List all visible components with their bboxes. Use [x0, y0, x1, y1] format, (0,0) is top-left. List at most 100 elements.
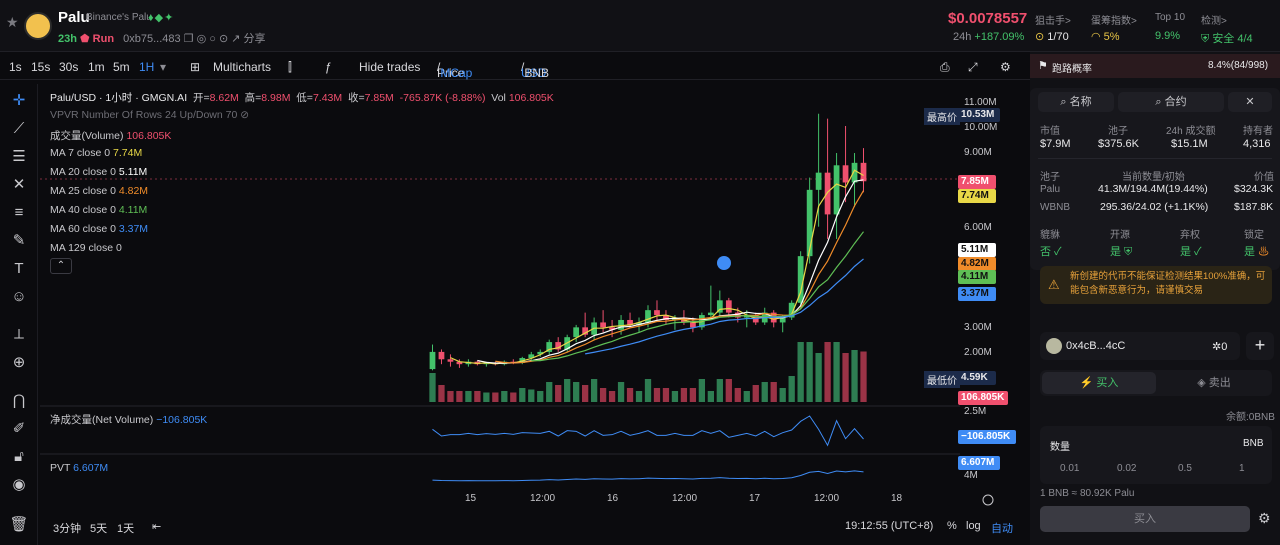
stat-snipers-label[interactable]: 狙击手> [1035, 16, 1071, 27]
check-honeypot-value: 否 ✓ [1040, 246, 1062, 258]
y-axis-tick: 9.00M [964, 147, 992, 158]
candle [555, 342, 562, 350]
interval-1m[interactable]: 1m [88, 60, 105, 74]
net-volume-legend: 净成交量(Net Volume) −106.805K [50, 414, 208, 426]
low-price-tag: 4.59K [958, 371, 996, 385]
camera-icon[interactable]: ⎙ [940, 60, 950, 74]
volume-bar [752, 385, 759, 402]
pattern-icon[interactable]: ✕ [12, 176, 26, 193]
range-3m[interactable]: 3分钟 [53, 523, 82, 535]
stat-rat-label[interactable]: 蛋筹指数> [1091, 16, 1137, 27]
clock-time[interactable]: 19:12:55 (UTC+8) [845, 520, 934, 532]
candle [851, 162, 858, 183]
tab-contract[interactable]: ⌕ 合约 [1118, 92, 1224, 112]
amount-option[interactable]: 0.02 [1117, 463, 1137, 474]
candle [690, 322, 696, 328]
emoji-icon[interactable]: ☺ [11, 288, 27, 305]
check-renounced-label: 弃权 [1180, 230, 1200, 241]
brush-icon[interactable]: ✎ [12, 232, 26, 249]
stat-rat-value: ◠ 5% [1091, 31, 1120, 43]
trendline-icon[interactable]: ⟋ [13, 120, 25, 137]
x-axis-tick: 12:00 [814, 493, 840, 504]
y-axis-tick: 2.00M [964, 347, 992, 358]
auto-toggle[interactable]: 自动 [991, 523, 1013, 535]
collapse-legend-button[interactable]: ⌃ [50, 258, 72, 274]
magnet-icon[interactable]: ⋂ [12, 392, 26, 409]
log-toggle[interactable]: log [966, 520, 981, 532]
candle [447, 359, 454, 362]
interval-1h[interactable]: 1H [139, 60, 155, 74]
range-1d[interactable]: 1天 [117, 523, 135, 535]
zoom-icon[interactable]: ⊕ [12, 354, 26, 371]
goto-realtime-icon [982, 494, 994, 506]
eye-icon[interactable]: ◉ [12, 476, 26, 493]
fib-icon[interactable]: ≡ [14, 204, 24, 221]
token-address[interactable]: 0xb75...483 [123, 33, 181, 45]
x-twitter-icon[interactable]: ✕ [1228, 92, 1272, 112]
candle [788, 302, 795, 318]
text-icon[interactable]: T [14, 260, 24, 277]
sell-tab[interactable]: ◈ 卖出 [1197, 377, 1231, 389]
vpvr-legend[interactable]: VPVR Number Of Rows 24 Up/Down 70 ⊘ [50, 109, 250, 121]
indicator-icon[interactable]: ƒ [325, 60, 332, 74]
percent-toggle[interactable]: % [947, 520, 957, 532]
settings-icon[interactable]: ⚙ [1000, 60, 1011, 74]
price-change: 24h +187.09% [953, 31, 1025, 43]
candlestick-chart[interactable] [40, 84, 1020, 514]
price-mcap-toggle[interactable]: Price / MCap [437, 60, 473, 80]
interval-30s[interactable]: 30s [59, 60, 79, 74]
price-chart[interactable] [40, 84, 1020, 514]
trash-icon[interactable]: 🗑︎ [9, 516, 29, 533]
interval-5m[interactable]: 5m [113, 60, 130, 74]
candle [815, 172, 822, 190]
lock-icon[interactable]: 🔓︎ [14, 448, 24, 465]
amount-option[interactable]: 1 [1239, 463, 1245, 474]
volume-bar [833, 342, 840, 402]
chevron-down-icon[interactable]: ▾ [160, 60, 167, 74]
ma60-tag: 3.37M [958, 287, 996, 301]
multicharts-icon[interactable]: ⊞ [190, 60, 201, 74]
share-button[interactable]: 分享 [243, 33, 266, 45]
goto-date-icon[interactable]: ⇤ [152, 521, 162, 533]
fullscreen-icon[interactable]: ⤢ [968, 60, 978, 74]
lock-drawing-icon[interactable]: ✐ [12, 420, 26, 437]
buy-button[interactable]: 买入 [1040, 506, 1250, 532]
wallet-selector[interactable]: 0x4cB...4cC ✲0 [1040, 332, 1240, 360]
pool-row-value: $187.8K [1234, 201, 1274, 213]
ruler-icon[interactable]: ⟂ [13, 326, 24, 343]
metric-holders-value: 4,316 [1243, 138, 1271, 150]
amount-input[interactable]: 数量 BNB 0.01 0.02 0.5 1 [1040, 426, 1272, 484]
trade-tabs: ⚡ 买入 ◈ 卖出 [1040, 370, 1272, 396]
interval-1s[interactable]: 1s [9, 60, 22, 74]
multicharts-button[interactable]: Multicharts [213, 60, 272, 74]
volume-bar [797, 342, 804, 402]
volume-bar [851, 350, 858, 402]
volume-legend: 成交量(Volume) 106.805K [50, 130, 172, 142]
favorite-star-icon[interactable]: ★ [6, 14, 19, 30]
rug-label: 跑路概率 [1052, 64, 1092, 75]
tab-name[interactable]: ⌕ 名称 [1038, 92, 1114, 112]
pvt-line [432, 470, 864, 482]
interval-15s[interactable]: 15s [31, 60, 51, 74]
hide-trades-button[interactable]: Hide trades [359, 60, 421, 74]
copy-icon[interactable]: ❐ ◎ ○ ⊙ ↗ [183, 33, 244, 45]
rug-probability-bar[interactable]: ⚑ 跑路概率 8.4%(84/998) [1030, 54, 1280, 78]
buy-tab[interactable]: ⚡ 买入 [1042, 372, 1156, 394]
candle-type-icon[interactable]: ⫿ [288, 60, 292, 74]
stat-check-label[interactable]: 检测> [1201, 16, 1227, 27]
ma-legend-item: MA 60 close 0 3.37M [50, 223, 149, 235]
amount-option[interactable]: 0.01 [1060, 463, 1080, 474]
volume-bar [860, 351, 867, 402]
amount-option[interactable]: 0.5 [1178, 463, 1192, 474]
candle [654, 310, 660, 316]
range-5d[interactable]: 5天 [90, 523, 108, 535]
volume-bar [653, 388, 661, 402]
social-badges-icon[interactable]: ♦◆✦ [148, 12, 175, 24]
add-wallet-button[interactable]: + [1246, 332, 1274, 360]
usd-bnb-toggle[interactable]: USD / BNB [521, 60, 550, 80]
candle [797, 256, 804, 303]
candle [609, 327, 615, 330]
trade-settings-icon[interactable]: ⚙ [1258, 510, 1271, 526]
crosshair-icon[interactable]: ✛ [12, 92, 26, 109]
horizontal-lines-icon[interactable]: ☰ [12, 148, 26, 165]
